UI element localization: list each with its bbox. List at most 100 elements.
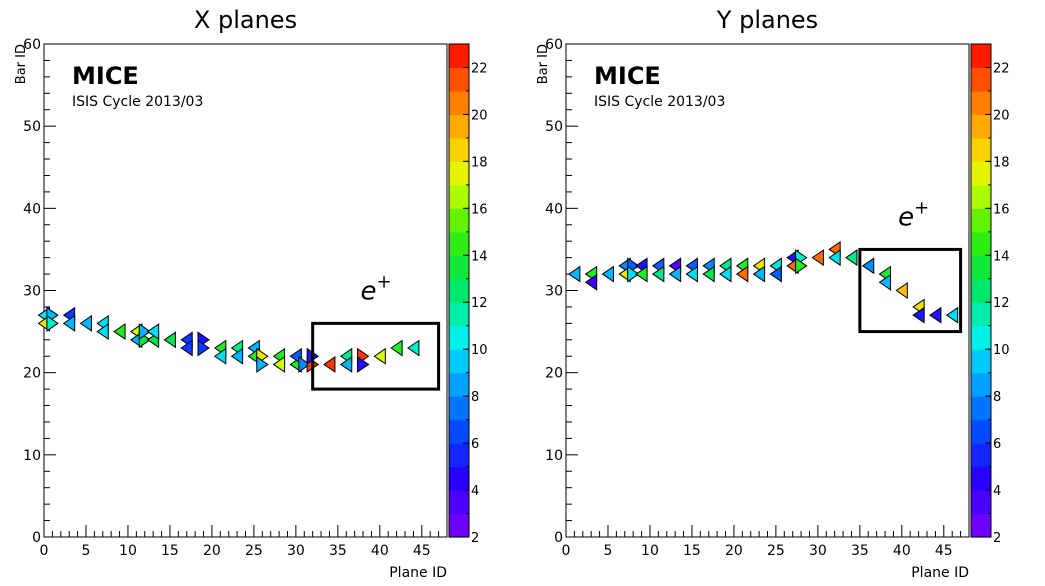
- colorbar-segment: [971, 231, 991, 256]
- data-marker: [878, 273, 892, 291]
- colorbar-segment: [971, 137, 991, 162]
- x-axis-label: Plane ID: [389, 565, 447, 581]
- colorbar-segment: [971, 208, 991, 233]
- colorbar-segment: [971, 161, 991, 186]
- data-marker: [668, 265, 682, 283]
- colorbar-segment: [971, 372, 991, 397]
- y-planes-chart: Y planes 2 4 6 8 10 12 14 16 18 20 22 0 5 10 15 20 25 30 35…: [536, 6, 1010, 581]
- x-tick-label: 25: [245, 543, 263, 559]
- positron-annotation: e: [898, 202, 914, 232]
- y-tick-label: 60: [545, 37, 563, 53]
- colorbar-tick-label: 22: [993, 61, 1010, 76]
- data-marker: [230, 347, 244, 365]
- colorbar-tick-label: 14: [993, 249, 1010, 264]
- data-marker: [256, 356, 269, 373]
- colorbar-tick-label: 20: [993, 108, 1010, 123]
- data-marker: [702, 265, 715, 283]
- data-marker: [79, 314, 92, 332]
- x-tick-label: 35: [851, 543, 869, 559]
- data-marker: [719, 265, 732, 283]
- colorbar-tick-label: 6: [993, 437, 1001, 452]
- colorbar-segment: [449, 419, 469, 444]
- data-marker: [272, 356, 286, 373]
- plot-frame: [43, 43, 448, 538]
- colorbar-segment: [971, 513, 991, 538]
- y-tick-label: 10: [23, 448, 41, 464]
- y-tick-label: 30: [545, 284, 563, 300]
- colorbar-segment: [449, 372, 469, 397]
- colorbar-tick-label: 14: [471, 249, 488, 264]
- colorbar-tick-label: 6: [471, 437, 479, 452]
- x-axis-label: Plane ID: [911, 565, 969, 581]
- positron-annotation-superscript: +: [914, 197, 929, 218]
- colorbar-segment: [449, 325, 469, 350]
- colorbar-segment: [449, 349, 469, 374]
- y-tick-label: 20: [545, 366, 563, 382]
- positron-annotation-superscript: +: [377, 271, 392, 292]
- x-tick-label: 40: [371, 543, 389, 559]
- y-tick-label: 40: [23, 201, 41, 217]
- x-tick-label: 10: [641, 543, 659, 559]
- y-axis-label: Bar ID: [536, 44, 551, 84]
- data-marker: [912, 306, 925, 324]
- colorbar-segment: [449, 231, 469, 256]
- colorbar-tick-label: 20: [471, 108, 488, 123]
- colorbar-segment: [449, 184, 469, 209]
- data-marker: [845, 249, 858, 267]
- x-tick-label: 30: [809, 543, 827, 559]
- data-marker: [390, 339, 403, 357]
- y-planes-panel: Y planes 2 4 6 8 10 12 14 16 18 20 22 0 5 10 15 20 25 30 35…: [522, 0, 1044, 582]
- x-tick-label: 25: [767, 543, 785, 559]
- data-marker: [568, 265, 581, 283]
- y-tick-label: 20: [23, 366, 41, 382]
- colorbar-tick-label: 8: [471, 390, 479, 405]
- x-tick-label: 30: [287, 543, 305, 559]
- data-marker: [895, 282, 908, 299]
- data-marker: [407, 339, 420, 357]
- data-marker: [685, 265, 698, 283]
- y-tick-label: 50: [23, 119, 41, 135]
- chart-title: X planes: [194, 6, 297, 34]
- y-tick-label: 40: [545, 201, 563, 217]
- colorbar-segment: [449, 302, 469, 327]
- track-highlight-box: [311, 321, 441, 391]
- data-marker: [138, 323, 152, 341]
- x-tick-label: 40: [893, 543, 911, 559]
- x-planes-panel: X planes 2 4 6 8 10 12 14 16 18 20 22 0 5 10 15 20 25 30 35…: [0, 0, 522, 582]
- data-marker: [197, 339, 210, 357]
- colorbar-segment: [449, 44, 469, 69]
- colorbar-segment: [971, 114, 991, 139]
- colorbar-segment: [971, 466, 991, 491]
- colorbar-tick-label: 10: [993, 343, 1010, 358]
- x-tick-label: 45: [935, 543, 953, 559]
- x-tick-label: 15: [683, 543, 701, 559]
- colorbar-segment: [449, 513, 469, 538]
- data-marker: [828, 249, 841, 267]
- positron-annotation: e: [361, 276, 377, 306]
- y-tick-label: 50: [545, 119, 563, 135]
- colorbar-tick-label: 22: [471, 61, 488, 76]
- chart-title: Y planes: [716, 6, 818, 34]
- colorbar-segment: [449, 137, 469, 162]
- data-marker: [651, 265, 665, 283]
- data-marker: [180, 339, 193, 357]
- data-marker: [945, 306, 959, 324]
- data-marker: [323, 356, 336, 373]
- data-marker: [627, 265, 640, 283]
- data-marker: [811, 249, 824, 267]
- colorbar-segment: [971, 90, 991, 116]
- x-planes-chart: X planes 2 4 6 8 10 12 14 16 18 20 22 0 5 10 15 20 25 30 35…: [14, 6, 488, 581]
- data-marker: [929, 306, 942, 324]
- data-marker: [795, 257, 808, 275]
- data-marker: [735, 265, 749, 283]
- data-marker: [357, 356, 370, 373]
- colorbar-segment: [449, 255, 469, 280]
- data-marker: [769, 265, 782, 283]
- data-marker: [163, 331, 176, 349]
- data-marker: [113, 323, 126, 341]
- colorbar-segment: [971, 396, 991, 421]
- x-tick-label: 20: [203, 543, 221, 559]
- colorbar-segment: [449, 114, 469, 139]
- x-tick-label: 10: [119, 543, 137, 559]
- experiment-label: MICE: [72, 62, 139, 90]
